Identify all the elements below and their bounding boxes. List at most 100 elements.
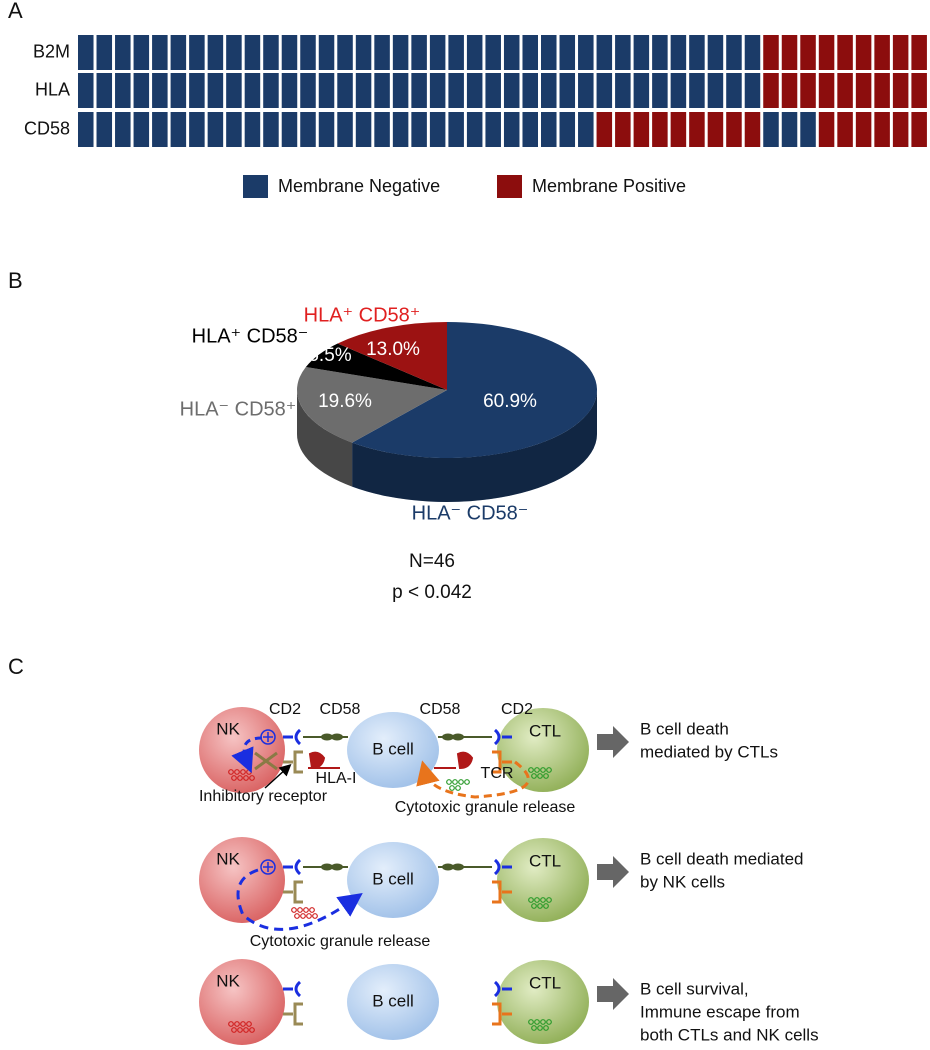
waffle-cell [96, 35, 113, 70]
pie-side [297, 390, 353, 487]
waffle-cell [726, 112, 742, 147]
waffle-cell [485, 35, 501, 70]
pie-value-label: 60.9% [483, 391, 537, 412]
granule [306, 913, 312, 919]
plus-sign [260, 859, 276, 875]
waffle-cell [781, 35, 798, 70]
row-label: CD58 [24, 118, 70, 138]
waffle-cell [596, 35, 613, 70]
inhibitory-receptor [283, 750, 303, 774]
waffle-cell [152, 112, 168, 147]
diagram-label: TCR [481, 765, 514, 782]
outcome-arrow [597, 726, 629, 758]
waffle-cell [281, 112, 298, 147]
waffle-cell [318, 35, 335, 70]
cd2-receptor [283, 980, 302, 998]
waffle-cell [559, 35, 576, 70]
annotation: p < 0.042 [392, 582, 472, 603]
pie-category-label: HLA⁺ CD58⁺ [304, 304, 421, 326]
waffle-cell [707, 112, 724, 147]
waffle-cell [78, 73, 94, 108]
waffle-cell [448, 35, 464, 70]
waffle-cell [726, 35, 742, 70]
row-label: HLA [35, 79, 70, 99]
waffle-cell [911, 73, 927, 108]
waffle-cell [337, 35, 353, 70]
waffle-cell [855, 35, 872, 70]
granule [240, 1021, 246, 1027]
waffle-cell [300, 73, 316, 108]
cell-label: CTL [529, 851, 561, 870]
waffle-cell [189, 73, 205, 108]
waffle-cell [300, 35, 316, 70]
waffle-cell [189, 112, 205, 147]
granule [309, 907, 315, 913]
waffle-cell [652, 73, 668, 108]
waffle-cell [818, 73, 835, 108]
waffle-cell [503, 112, 520, 147]
waffle-cell [800, 73, 816, 108]
cell-label: B cell [372, 739, 414, 758]
waffle-cell [763, 73, 779, 108]
pie-slice [337, 322, 447, 390]
waffle-cell [466, 112, 483, 147]
waffle-cell [226, 35, 242, 70]
granule [291, 907, 297, 913]
plus [263, 732, 273, 742]
waffle-cell [263, 35, 279, 70]
ctl-cell [497, 960, 589, 1044]
diagram-label: Cytotoxic granule release [250, 933, 431, 950]
granule [531, 903, 537, 909]
ctl-arrow [416, 760, 530, 799]
pointer [264, 763, 292, 789]
granule [534, 897, 540, 903]
waffle-cell [652, 112, 668, 147]
waffle-cell [392, 73, 409, 108]
pie-category-label: HLA⁺ CD58⁻ [192, 325, 309, 347]
waffle-cell [411, 112, 427, 147]
granule [543, 773, 549, 779]
waffle-cell [503, 35, 520, 70]
waffle-cell [578, 112, 594, 147]
waffle-cell [615, 73, 631, 108]
granule [546, 767, 552, 773]
waffle-cell [855, 112, 872, 147]
waffle-cell [263, 73, 279, 108]
diagram-label: Inhibitory receptor [199, 788, 328, 805]
waffle-cell [522, 73, 538, 108]
granule [297, 907, 303, 913]
waffle-cell [485, 112, 501, 147]
hla-i [308, 751, 340, 770]
waffle-cell [596, 112, 613, 147]
waffle-cell [429, 112, 446, 147]
waffle-cell [226, 112, 242, 147]
granule [237, 1027, 243, 1033]
panel-label: C [8, 654, 24, 679]
granule [237, 775, 243, 781]
legend-label: Membrane Negative [278, 176, 440, 196]
granule [246, 1021, 252, 1027]
row-label: B2M [33, 41, 70, 61]
outcome-text: Immune escape from [640, 1002, 800, 1021]
pie-side [352, 390, 597, 503]
annotation: N=46 [409, 551, 455, 572]
outcome-text: B cell survival, [640, 979, 749, 998]
pie-value-label: 13.0% [366, 339, 420, 360]
waffle-cell [133, 112, 150, 147]
waffle-cell [374, 35, 390, 70]
waffle-cell [559, 112, 576, 147]
waffle-cell [689, 112, 705, 147]
waffle-cell [707, 73, 724, 108]
waffle-cell [818, 112, 835, 147]
pie-side-shade [297, 390, 353, 487]
cell-label: NK [216, 971, 240, 990]
waffle-cell [744, 35, 761, 70]
waffle-cell [874, 73, 890, 108]
outcome-arrow [597, 856, 629, 888]
waffle-cell [707, 35, 724, 70]
waffle-cell [170, 35, 187, 70]
outcome-text: by NK cells [640, 872, 725, 891]
diagram-label: CD2 [269, 701, 301, 718]
waffle-cell [281, 73, 298, 108]
waffle-cell [96, 73, 113, 108]
